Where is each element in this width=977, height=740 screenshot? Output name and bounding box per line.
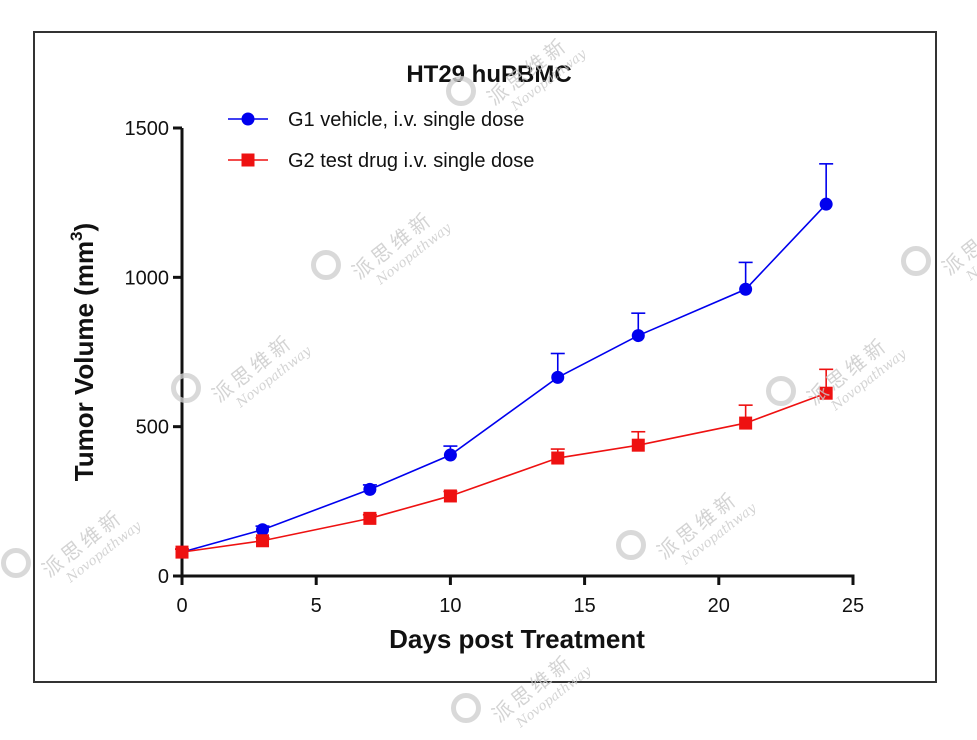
legend-marker xyxy=(241,112,255,126)
data-point xyxy=(256,534,270,548)
series-layer xyxy=(175,163,834,559)
y-axis-label: Tumor Volume (mm3) xyxy=(67,223,99,481)
data-point xyxy=(739,282,753,296)
x-tick-label: 10 xyxy=(439,595,461,617)
x-tick-label: 5 xyxy=(311,595,322,617)
chart-svg: HT29 huPBMC 0 500 1000 1500 0 5 10 15 20 25 G1 ve… xyxy=(67,61,865,654)
x-tick-label: 0 xyxy=(176,595,187,617)
watermark-logo xyxy=(766,376,796,406)
y-tick-label: 1000 xyxy=(125,267,170,289)
y-axis-label-end: ) xyxy=(69,223,99,232)
data-point xyxy=(631,329,645,343)
legend: G1 vehicle, i.v. single dose G2 test drug… xyxy=(228,109,534,172)
y-tick-label: 500 xyxy=(136,417,169,439)
y-axis-label-main: Tumor Volume (mm xyxy=(69,241,99,481)
x-tick-label: 20 xyxy=(708,595,730,617)
axes: 0 500 1000 1500 0 5 10 15 20 25 xyxy=(125,118,865,617)
watermark-logo xyxy=(311,250,341,280)
data-point xyxy=(256,523,270,537)
legend-label: G1 vehicle, i.v. single dose xyxy=(288,109,524,131)
watermark-logo xyxy=(446,76,476,106)
series-line xyxy=(181,392,827,553)
chart-title: HT29 huPBMC xyxy=(406,61,571,88)
data-point xyxy=(363,511,377,525)
series-line xyxy=(181,203,827,553)
data-point xyxy=(443,489,457,503)
data-point xyxy=(819,197,833,211)
data-point xyxy=(551,451,565,465)
watermark-logo xyxy=(171,373,201,403)
x-tick-label: 25 xyxy=(842,595,864,617)
y-tick-label: 0 xyxy=(158,566,169,588)
y-tick-label: 1500 xyxy=(125,118,170,140)
data-point xyxy=(739,416,753,430)
watermark-logo xyxy=(616,530,646,560)
watermark-logo xyxy=(1,548,31,578)
data-point xyxy=(175,545,189,559)
chart-frame xyxy=(33,31,937,683)
x-axis-label: Days post Treatment xyxy=(389,624,645,654)
data-point xyxy=(631,438,645,452)
series-1 xyxy=(175,163,834,559)
data-point xyxy=(551,370,565,384)
data-point xyxy=(819,386,833,400)
data-point xyxy=(363,482,377,496)
watermark-logo xyxy=(901,246,931,276)
data-point xyxy=(443,448,457,462)
y-axis-label-sup: 3 xyxy=(67,231,86,240)
series-2 xyxy=(175,368,834,559)
x-tick-label: 15 xyxy=(573,595,595,617)
legend-marker xyxy=(241,153,255,167)
legend-label: G2 test drug i.v. single dose xyxy=(288,150,534,172)
